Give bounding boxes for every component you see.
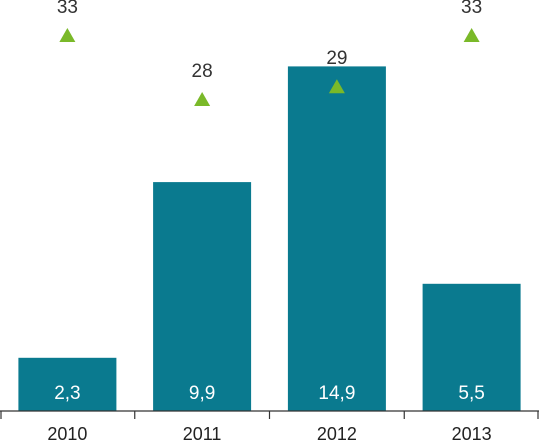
bar-value-label-2012: 14,9 <box>318 383 355 404</box>
x-axis-ticks-layer <box>0 411 539 419</box>
marker-value-labels-layer: 33 28 29 33 <box>57 0 482 82</box>
marker-2010 <box>59 28 76 42</box>
markers-layer <box>59 28 480 106</box>
marker-2013 <box>463 28 480 42</box>
bars-layer <box>18 66 521 412</box>
marker-value-label-2010: 33 <box>57 0 78 18</box>
marker-2011 <box>194 92 211 106</box>
x-tick-label-2013: 2013 <box>452 424 492 442</box>
x-tick-label-2010: 2010 <box>47 424 87 442</box>
x-axis-tick-labels-layer: 2010 2011 2012 2013 <box>47 424 491 442</box>
bar-value-label-2013: 5,5 <box>458 383 484 404</box>
bar-2010 <box>18 357 117 411</box>
marker-value-label-2011: 28 <box>192 61 213 82</box>
x-tick-label-2012: 2012 <box>317 424 357 442</box>
bar-value-label-2010: 2,3 <box>54 383 80 404</box>
marker-value-label-2013: 33 <box>461 0 482 18</box>
bar-value-label-2011: 9,9 <box>189 383 215 404</box>
bar-2011 <box>153 182 252 411</box>
marker-value-label-2012: 29 <box>326 48 347 69</box>
marker-2012 <box>328 79 345 94</box>
bar-value-labels-layer: 2,3 9,9 14,9 5,5 <box>54 383 485 404</box>
bar-2012 <box>287 66 386 412</box>
x-tick-label-2011: 2011 <box>183 424 222 442</box>
bar-2013 <box>422 283 521 411</box>
